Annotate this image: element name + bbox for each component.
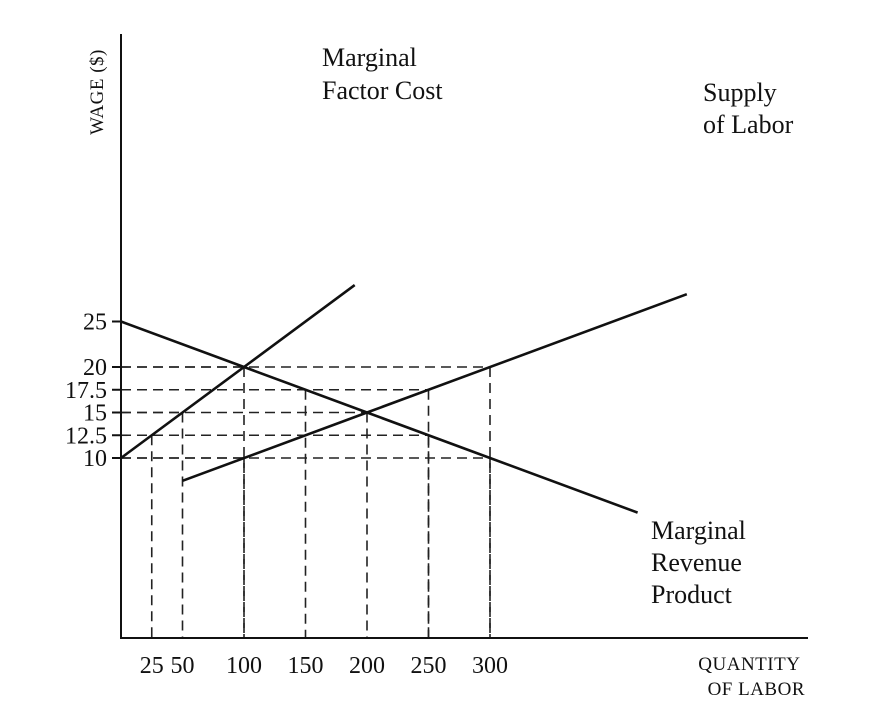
y-tick-label: 12.5 bbox=[65, 423, 107, 449]
guide-lines bbox=[121, 366, 491, 638]
x-tick-label: 150 bbox=[288, 653, 324, 679]
marginal-factor-cost-line bbox=[120, 284, 356, 460]
y-tick-label: 20 bbox=[83, 355, 107, 381]
mrp-label: Marginal Revenue Product bbox=[651, 516, 752, 609]
mrp-label-line: Product bbox=[651, 580, 733, 609]
marginal-revenue-product-line bbox=[120, 320, 639, 514]
x-tick-label: 250 bbox=[411, 653, 447, 679]
x-tick-label: 300 bbox=[472, 653, 508, 679]
supply-label: Supply of Labor bbox=[703, 78, 794, 139]
supply-label-line: Supply bbox=[703, 78, 777, 107]
x-axis-label-line: OF LABOR bbox=[708, 679, 805, 700]
y-axis-label: WAGE ($) bbox=[87, 49, 108, 135]
y-tick-label: 15 bbox=[83, 401, 107, 427]
x-tick-label: 200 bbox=[349, 653, 385, 679]
curves bbox=[120, 284, 688, 514]
y-tick-label: 17.5 bbox=[65, 378, 107, 404]
x-tick-label: 50 bbox=[171, 653, 195, 679]
y-tick-label: 25 bbox=[83, 310, 107, 336]
mfc-label-line: Factor Cost bbox=[322, 76, 443, 105]
mrp-label-line: Revenue bbox=[651, 548, 742, 577]
mfc-label: Marginal Factor Cost bbox=[322, 43, 443, 105]
mrp-label-line: Marginal bbox=[651, 516, 746, 545]
x-ticks: 25 50 100 150 200 250 300 bbox=[140, 653, 508, 679]
x-tick-label: 25 bbox=[140, 653, 164, 679]
supply-of-labor-line bbox=[182, 292, 688, 483]
x-tick-label: 100 bbox=[226, 653, 262, 679]
x-axis-label: QUANTITY OF LABOR bbox=[698, 654, 805, 700]
y-tick-label: 10 bbox=[83, 446, 107, 472]
x-axis-label-line: QUANTITY bbox=[698, 654, 800, 675]
mfc-label-line: Marginal bbox=[322, 43, 417, 72]
supply-label-line: of Labor bbox=[703, 110, 794, 139]
